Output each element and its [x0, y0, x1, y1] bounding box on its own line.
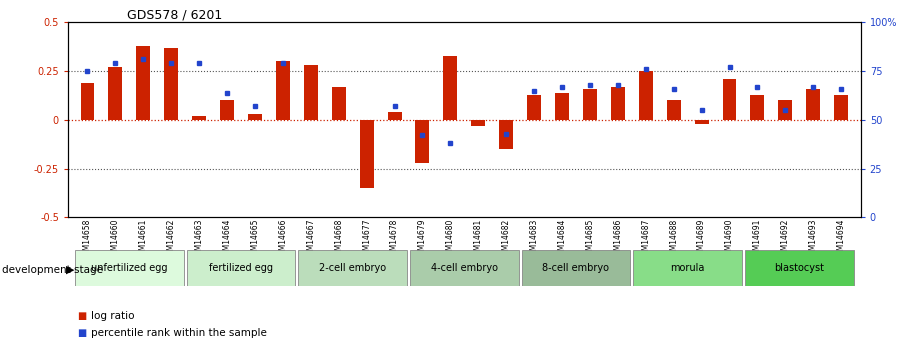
Bar — [611, 87, 625, 120]
Bar — [248, 114, 262, 120]
Bar — [639, 71, 652, 120]
Text: development stage: development stage — [2, 265, 102, 275]
Bar — [416, 120, 429, 163]
Bar — [410, 250, 519, 286]
Bar — [750, 95, 765, 120]
Text: ■: ■ — [77, 328, 86, 338]
Bar — [722, 79, 737, 120]
Bar — [332, 87, 346, 120]
Bar — [834, 95, 848, 120]
Bar — [583, 89, 597, 120]
Text: morula: morula — [670, 263, 705, 273]
Bar — [806, 89, 820, 120]
Text: fertilized egg: fertilized egg — [209, 263, 273, 273]
Text: 2-cell embryo: 2-cell embryo — [319, 263, 386, 273]
Text: 4-cell embryo: 4-cell embryo — [431, 263, 497, 273]
Bar — [164, 48, 178, 120]
Bar — [471, 120, 486, 126]
Text: GDS578 / 6201: GDS578 / 6201 — [127, 9, 222, 22]
Bar — [304, 65, 318, 120]
Text: percentile rank within the sample: percentile rank within the sample — [91, 328, 266, 338]
Text: 8-cell embryo: 8-cell embryo — [543, 263, 610, 273]
Text: ▶: ▶ — [66, 265, 74, 275]
Bar — [633, 250, 742, 286]
Bar — [220, 100, 234, 120]
Bar — [499, 120, 513, 149]
Bar — [522, 250, 631, 286]
Bar — [136, 46, 150, 120]
Bar — [443, 56, 458, 120]
Text: log ratio: log ratio — [91, 311, 134, 321]
Bar — [81, 83, 94, 120]
Text: unfertilized egg: unfertilized egg — [92, 263, 168, 273]
Text: blastocyst: blastocyst — [775, 263, 824, 273]
Bar — [667, 100, 680, 120]
Bar — [75, 250, 184, 286]
Bar — [388, 112, 401, 120]
Bar — [695, 120, 708, 124]
Bar — [187, 250, 295, 286]
Text: ■: ■ — [77, 311, 86, 321]
Bar — [298, 250, 407, 286]
Bar — [745, 250, 853, 286]
Bar — [276, 61, 290, 120]
Bar — [360, 120, 373, 188]
Bar — [192, 116, 207, 120]
Bar — [109, 67, 122, 120]
Bar — [778, 100, 793, 120]
Bar — [527, 95, 541, 120]
Bar — [555, 92, 569, 120]
